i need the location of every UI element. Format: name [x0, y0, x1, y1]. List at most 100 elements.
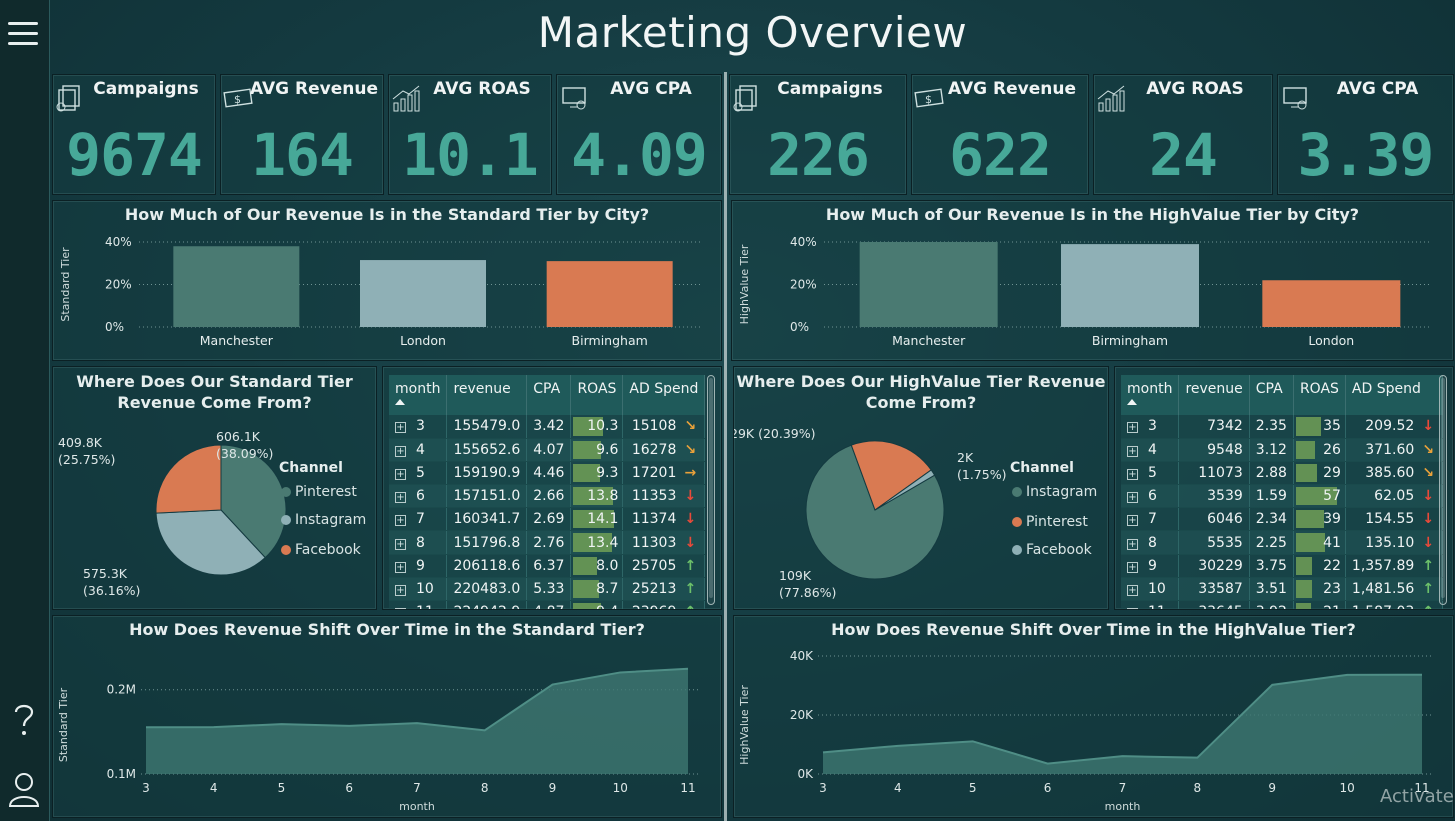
table-row[interactable]: +3 155479.0 3.42 10.3 15108 ↘ — [389, 415, 706, 439]
legend-item-pinterest[interactable]: Pinterest — [1012, 514, 1088, 530]
legend-item-facebook[interactable]: Facebook — [1012, 542, 1092, 558]
expand-icon[interactable]: + — [395, 538, 406, 550]
column-header[interactable]: CPA — [526, 375, 572, 415]
table-row[interactable]: +9 30229 3.75 22 1,357.89 ↑ — [1121, 554, 1444, 578]
month-cell[interactable]: +4 — [389, 438, 448, 462]
month-cell[interactable]: +5 — [1121, 461, 1180, 486]
table-row[interactable]: +3 7342 2.35 35 209.52 ↓ — [1121, 415, 1444, 439]
kpi-label: AVG ROAS — [433, 79, 531, 99]
table-row[interactable]: +10 220483.0 5.33 8.7 25213 ↑ — [389, 577, 706, 602]
campaign-docs-icon — [56, 85, 80, 112]
table-row[interactable]: +6 3539 1.59 57 62.05 ↓ — [1121, 484, 1444, 509]
expand-icon[interactable]: + — [395, 515, 406, 527]
expand-icon[interactable]: + — [395, 468, 406, 480]
table-row[interactable]: +10 33587 3.51 23 1,481.56 ↑ — [1121, 577, 1444, 602]
scrollbar-thumb[interactable] — [709, 378, 713, 598]
sort-ascending-icon[interactable] — [395, 399, 405, 405]
month-cell[interactable]: +7 — [1121, 507, 1180, 532]
table-row[interactable]: +6 157151.0 2.66 13.8 11353 ↓ — [389, 484, 706, 509]
column-header[interactable]: CPA — [1249, 375, 1294, 415]
ad-spend-cell: 1,357.89 ↑ — [1345, 554, 1444, 578]
column-header[interactable]: ROAS — [570, 375, 624, 415]
month-cell[interactable]: +10 — [1121, 577, 1180, 602]
table-row[interactable]: +11224942.94.879.423969↑ — [389, 600, 706, 609]
kpi-value: 24 — [1149, 121, 1218, 189]
month-cell[interactable]: +6 — [389, 484, 448, 509]
x-axis-label: month — [1105, 800, 1141, 813]
month-cell[interactable]: +3 — [389, 415, 448, 439]
cpa-cell: 4.46 — [526, 461, 572, 486]
table-row[interactable]: +8 5535 2.25 41 135.10 ↓ — [1121, 530, 1444, 555]
expand-icon[interactable]: + — [1127, 422, 1138, 434]
expand-icon[interactable]: + — [1127, 538, 1138, 550]
expand-icon[interactable]: + — [395, 608, 406, 609]
table-row[interactable]: +4 9548 3.12 26 371.60 ↘ — [1121, 438, 1444, 462]
table-row[interactable]: +7 6046 2.34 39 154.55 ↓ — [1121, 507, 1444, 532]
month-cell[interactable]: +5 — [389, 461, 448, 486]
month-cell[interactable]: +9 — [1121, 554, 1180, 578]
month-value: 6 — [416, 488, 425, 505]
x-tick-label: 3 — [142, 781, 150, 795]
month-cell[interactable]: +11 — [389, 600, 448, 609]
legend-item-instagram[interactable]: Instagram — [1012, 484, 1097, 500]
chart-title: How Does Revenue Shift Over Time in the … — [129, 620, 645, 639]
hamburger-menu-icon[interactable] — [8, 22, 38, 48]
legend-item-facebook[interactable]: Facebook — [281, 542, 361, 558]
column-header[interactable]: month — [389, 375, 448, 415]
expand-icon[interactable]: + — [395, 492, 406, 504]
pie-data-label: (25.75%) — [58, 452, 115, 467]
expand-icon[interactable]: + — [1127, 561, 1138, 573]
expand-icon[interactable]: + — [1127, 608, 1138, 609]
ad-spend-cell: 135.10 ↓ — [1345, 530, 1444, 555]
user-icon[interactable] — [7, 770, 41, 810]
roas-value: 22 — [1323, 557, 1341, 574]
month-cell[interactable]: +7 — [389, 507, 448, 532]
expand-icon[interactable]: + — [395, 422, 406, 434]
table-row[interactable]: +8 151796.8 2.76 13.4 11303 ↓ — [389, 530, 706, 555]
table-row[interactable]: +9 206118.6 6.37 8.0 25705 ↑ — [389, 554, 706, 578]
expand-icon[interactable]: + — [1127, 515, 1138, 527]
legend-item-instagram[interactable]: Instagram — [281, 512, 366, 528]
table-row[interactable]: +7 160341.7 2.69 14.1 11374 ↓ — [389, 507, 706, 532]
table-row[interactable]: +5 11073 2.88 29 385.60 ↘ — [1121, 461, 1444, 486]
expand-icon[interactable]: + — [395, 561, 406, 573]
roas-value: 8.0 — [596, 557, 619, 574]
expand-icon[interactable]: + — [395, 584, 406, 596]
table-scrollbar[interactable] — [707, 375, 715, 605]
x-tick-label: 10 — [613, 781, 628, 795]
month-cell[interactable]: +6 — [1121, 484, 1180, 509]
month-cell[interactable]: +9 — [389, 554, 448, 578]
table-row[interactable]: +4 155652.6 4.07 9.6 16278 ↘ — [389, 438, 706, 462]
column-header[interactable]: AD Spend — [1345, 375, 1444, 415]
x-tick-label: Birmingham — [1092, 333, 1168, 348]
column-header[interactable]: AD Spend — [622, 375, 706, 415]
month-cell[interactable]: +8 — [389, 530, 448, 555]
month-cell[interactable]: +8 — [1121, 530, 1180, 555]
expand-icon[interactable]: + — [1127, 584, 1138, 596]
bar — [1061, 244, 1199, 327]
standard-channel-pie: Where Does Our Standard Tier Revenue Com… — [52, 366, 377, 610]
y-tick-label: 0% — [790, 320, 809, 334]
expand-icon[interactable]: + — [1127, 445, 1138, 457]
revenue-cell: 159190.9 — [446, 461, 528, 486]
roas-value: 13.4 — [587, 534, 619, 551]
column-header[interactable]: month — [1121, 375, 1180, 415]
month-cell[interactable]: +3 — [1121, 415, 1180, 439]
column-header[interactable]: revenue — [1178, 375, 1250, 415]
month-cell[interactable]: +11 — [1121, 600, 1180, 609]
sort-ascending-icon[interactable] — [1127, 399, 1137, 405]
help-icon[interactable] — [8, 700, 40, 740]
legend-item-pinterest[interactable]: Pinterest — [281, 484, 357, 500]
column-header[interactable]: ROAS — [1293, 375, 1346, 415]
table-row[interactable]: +11336453.92211,587.03↑ — [1121, 600, 1444, 609]
expand-icon[interactable]: + — [395, 445, 406, 457]
expand-icon[interactable]: + — [1127, 492, 1138, 504]
table-scrollbar[interactable] — [1439, 375, 1447, 605]
month-cell[interactable]: +10 — [389, 577, 448, 602]
expand-icon[interactable]: + — [1127, 468, 1138, 480]
column-header[interactable]: revenue — [446, 375, 528, 415]
month-cell[interactable]: +4 — [1121, 438, 1180, 462]
scrollbar-thumb[interactable] — [1441, 378, 1445, 598]
ad-spend-value: 385.60 — [1365, 464, 1415, 481]
table-row[interactable]: +5 159190.9 4.46 9.3 17201 → — [389, 461, 706, 486]
